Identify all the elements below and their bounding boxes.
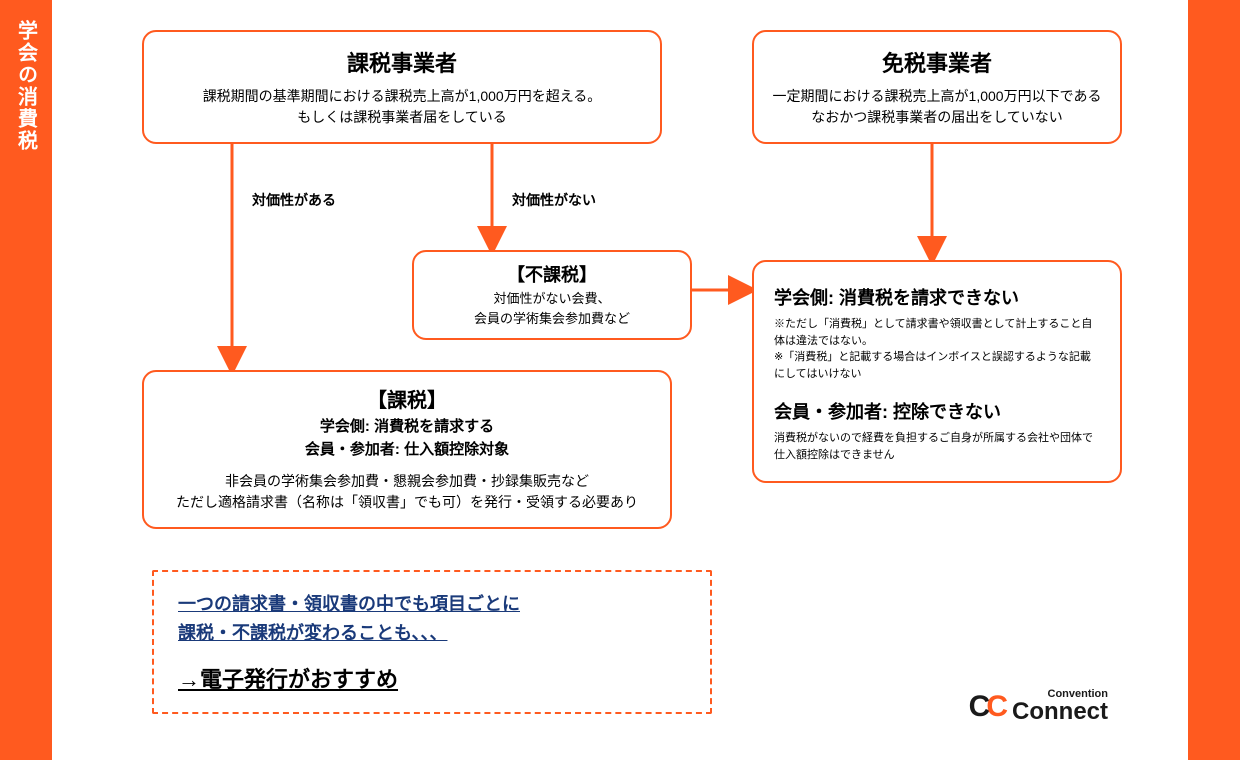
box-nontax: 【不課税】 対価性がない会費、 会員の学術集会参加費など	[412, 250, 692, 340]
sidebar-right	[1188, 0, 1240, 760]
edge-label-no-consideration: 対価性がない	[512, 190, 596, 210]
logo: CC Convention Connect	[969, 689, 1108, 724]
logo-big: Connect	[1012, 700, 1108, 724]
box-exempt-title: 免税事業者	[772, 46, 1102, 78]
box-tax-title: 【課税】	[162, 386, 652, 416]
box-exempt-body: 一定期間における課税売上高が1,000万円以下であるなおかつ課税事業者の届出をし…	[772, 86, 1102, 128]
callout-line1: 一つの請求書・領収書の中でも項目ごとに	[178, 590, 686, 619]
diagram-canvas: 対価性がある 対価性がない 課税事業者 課税期間の基準期間における課税売上高が1…	[52, 0, 1188, 760]
callout-cta: →電子発行がおすすめ	[178, 662, 686, 694]
box-cannot: 学会側: 消費税を請求できない ※ただし「消費税」として請求書や領収書として計上…	[752, 260, 1122, 483]
box-nontax-title: 【不課税】	[428, 262, 676, 289]
box-tax: 【課税】 学会側: 消費税を請求する 会員・参加者: 仕入額控除対象 非会員の学…	[142, 370, 672, 529]
box-tax-sub2: 会員・参加者: 仕入額控除対象	[162, 439, 652, 462]
box-nontax-body: 対価性がない会費、 会員の学術集会参加費など	[428, 289, 676, 328]
box-cannot-head1: 学会側: 消費税を請求できない	[774, 284, 1100, 310]
box-tax-sub1: 学会側: 消費税を請求する	[162, 416, 652, 439]
box-taxable-title: 課税事業者	[162, 46, 642, 78]
box-tax-body: 非会員の学術集会参加費・懇親会参加費・抄録集販売など ただし適格請求書（名称は「…	[162, 471, 652, 513]
sidebar-left: 学会の消費税	[0, 0, 52, 760]
sidebar-title: 学会の消費税	[12, 20, 41, 152]
callout-box: 一つの請求書・領収書の中でも項目ごとに 課税・不課税が変わることも、、、 →電子…	[152, 570, 712, 714]
box-exempt: 免税事業者 一定期間における課税売上高が1,000万円以下であるなおかつ課税事業…	[752, 30, 1122, 144]
box-taxable: 課税事業者 課税期間の基準期間における課税売上高が1,000万円を超える。 もし…	[142, 30, 662, 144]
box-cannot-note1: ※ただし「消費税」として請求書や領収書として計上すること自体は違法ではない。 ※…	[774, 316, 1100, 382]
logo-mark: CC	[969, 690, 1004, 724]
callout-line2: 課税・不課税が変わることも、、、	[178, 619, 686, 648]
box-cannot-note2: 消費税がないので経費を負担するご自身が所属する会社や団体で仕入額控除はできません	[774, 430, 1100, 463]
edge-label-has-consideration: 対価性がある	[252, 190, 336, 210]
box-cannot-head2: 会員・参加者: 控除できない	[774, 398, 1100, 424]
box-taxable-body: 課税期間の基準期間における課税売上高が1,000万円を超える。 もしくは課税事業…	[162, 86, 642, 128]
